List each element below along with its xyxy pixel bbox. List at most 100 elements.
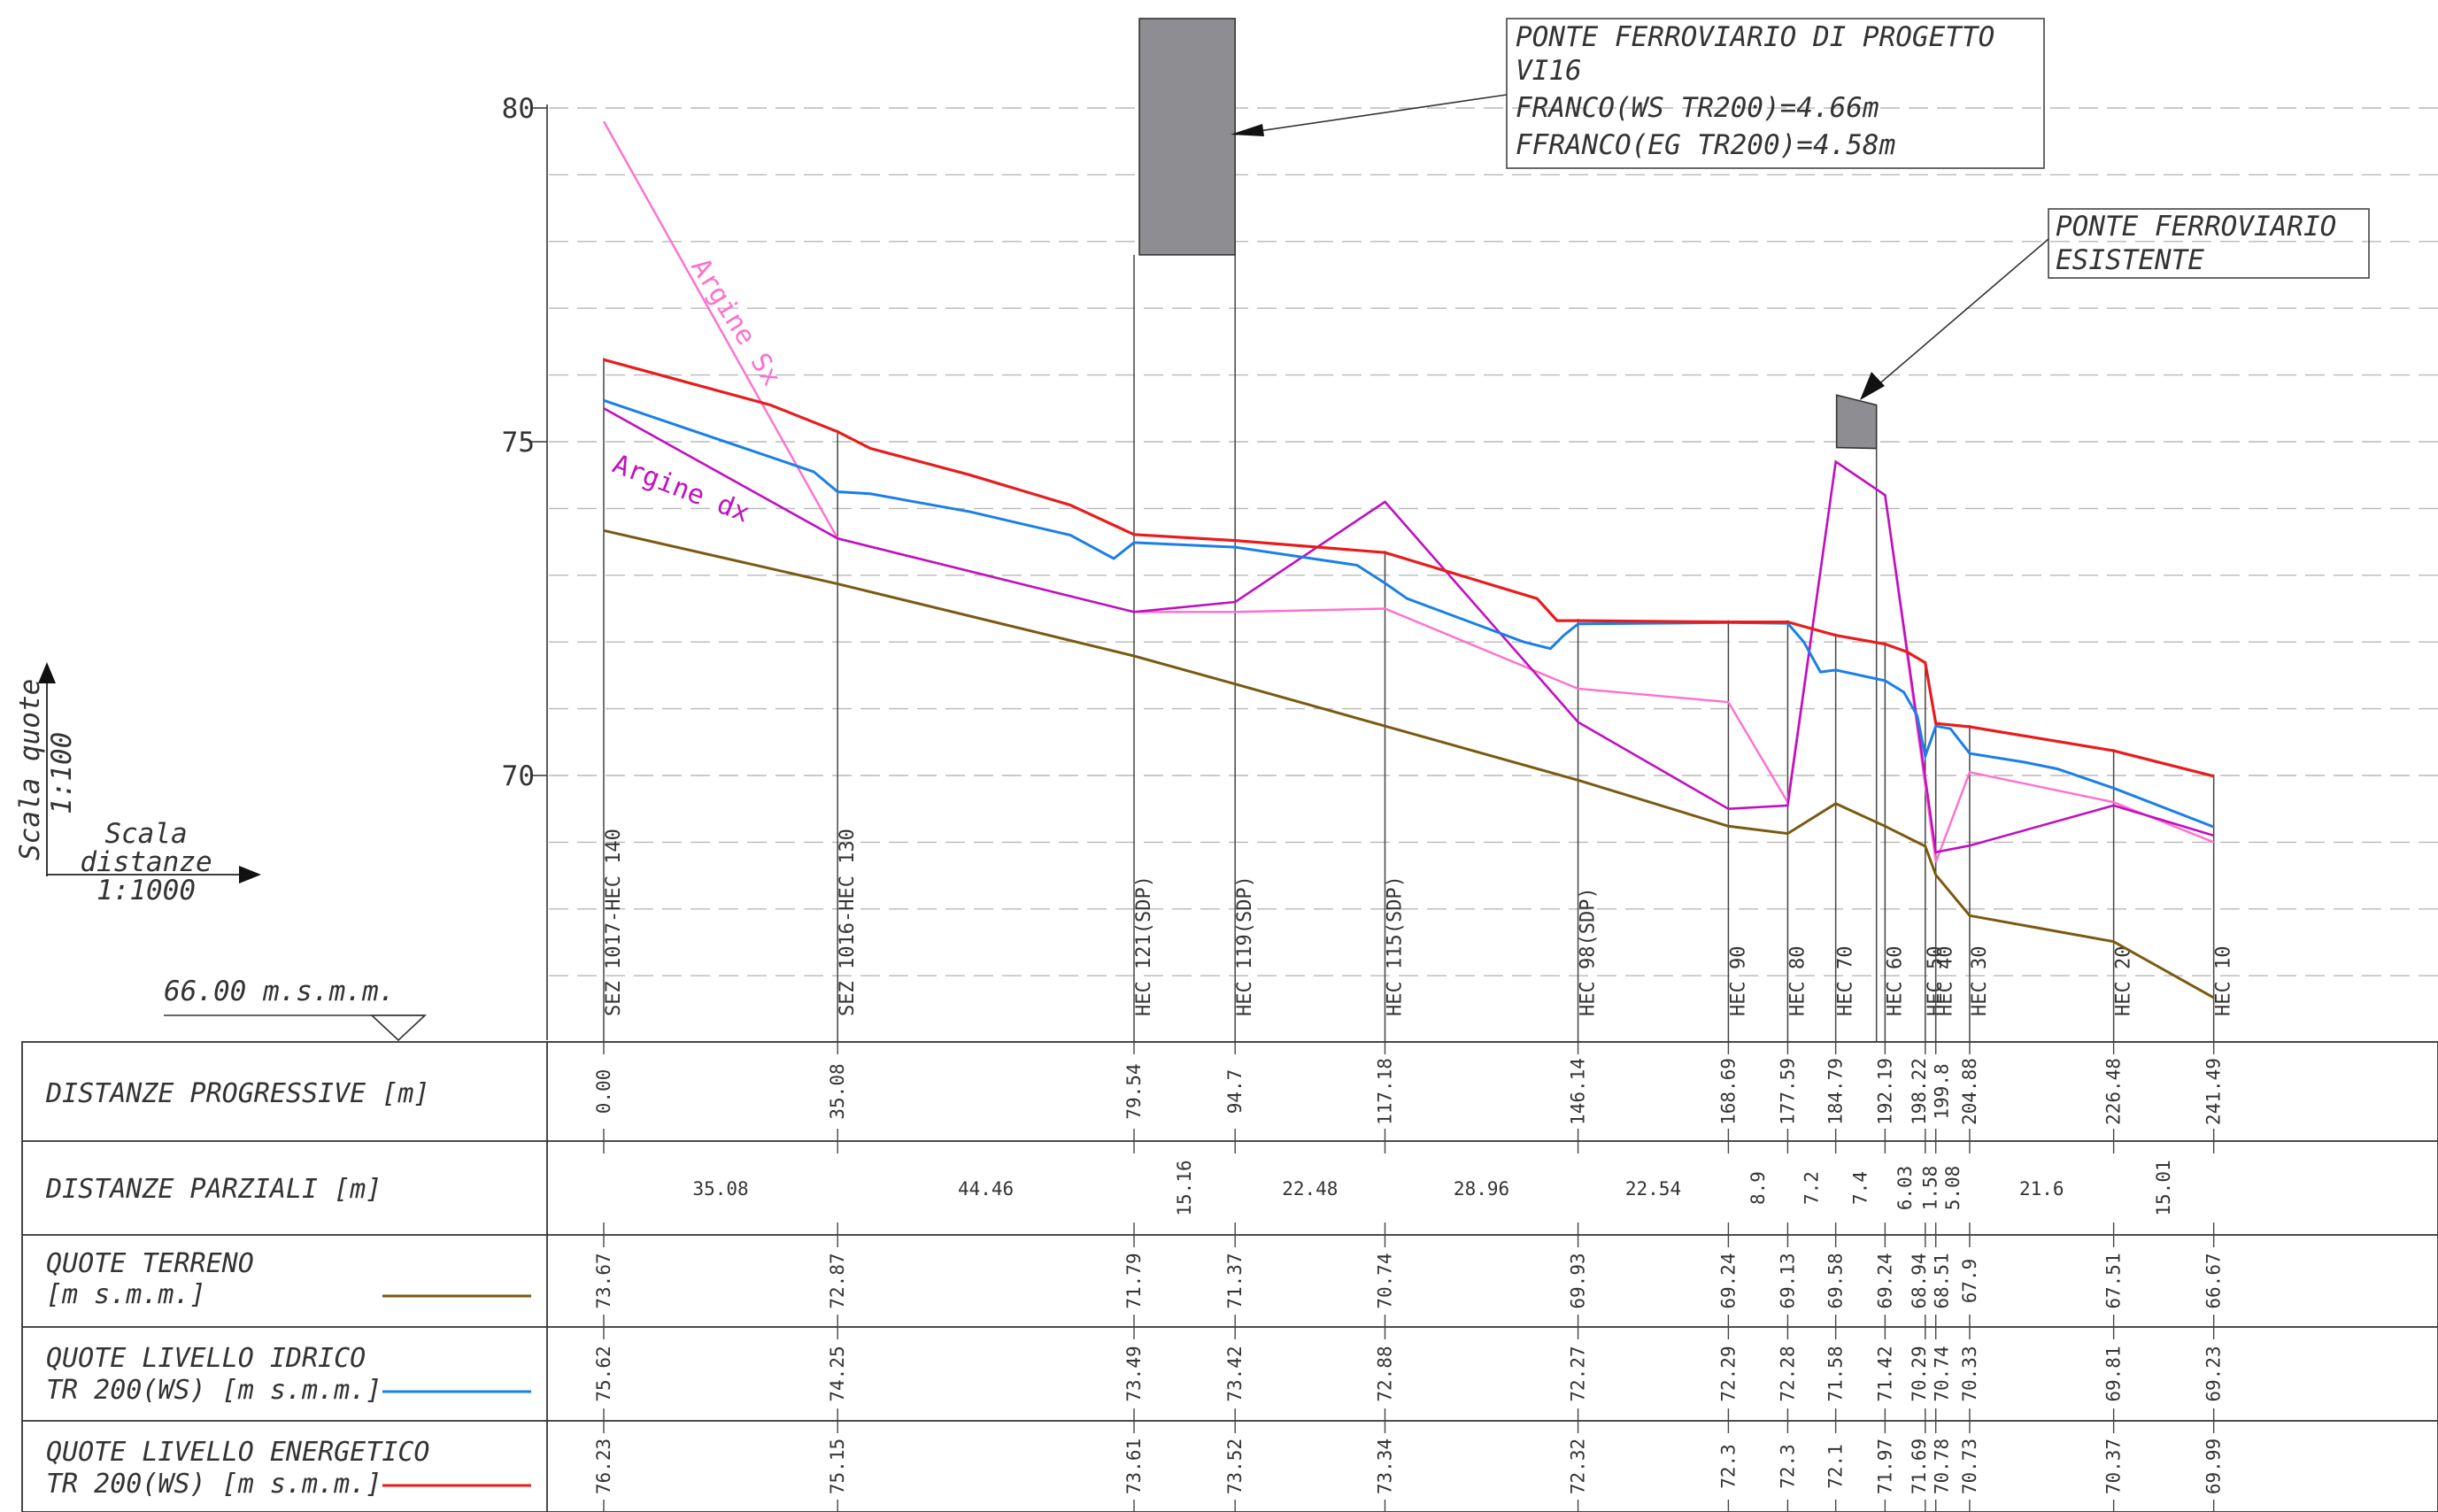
new-bridge-franco-eg: FFRANCO(EG TR200)=4.58m	[1516, 129, 1895, 161]
table-value-eg: 72.3	[1717, 1444, 1739, 1489]
table-value-terrain: 72.87	[827, 1253, 848, 1308]
table-value-ws: 73.42	[1224, 1346, 1246, 1401]
existing-bridge-annotation: PONTE FERROVIARIO ESISTENTE	[1860, 208, 2370, 400]
terrain-line	[603, 528, 2215, 999]
table-value-eg: 75.15	[827, 1439, 848, 1494]
table-value-x_label: 226.48	[2103, 1058, 2125, 1125]
table-value-terrain: 69.13	[1777, 1253, 1798, 1308]
section-label: HEC 20	[2113, 946, 2135, 1016]
table-value-x_label: 184.79	[1825, 1058, 1847, 1125]
table-value-terrain: 71.37	[1224, 1253, 1246, 1308]
section-label: SEZ 1016-HEC 130	[837, 829, 859, 1016]
table-value-ws: 70.74	[1932, 1346, 1953, 1401]
table-value-terrain: 71.79	[1123, 1253, 1145, 1308]
table-value-x_label: 79.54	[1123, 1063, 1145, 1119]
elevation-gridlines	[549, 107, 2438, 976]
existing-bridge-callout-box	[2048, 208, 2370, 279]
existing-bridge-arrow	[1860, 372, 1885, 400]
table-value-eg: 71.97	[1874, 1439, 1895, 1494]
partial-distance: 7.2	[1801, 1171, 1823, 1205]
section-label: HEC 119(SDP)	[1234, 876, 1256, 1016]
datum-label: 66.00 m.s.m.m.	[164, 976, 395, 1007]
argine-sx-line	[602, 120, 2215, 863]
partial-distance: 6.03	[1894, 1166, 1916, 1211]
section-label: HEC 98(SDP)	[1578, 887, 1600, 1016]
table-value-x_label: 94.7	[1224, 1069, 1246, 1115]
section-label: HEC 10	[2213, 946, 2235, 1016]
axis-tick-label: 70	[502, 760, 535, 792]
table-value-x_label: 177.59	[1777, 1058, 1798, 1125]
new-bridge-franco-ws: FRANCO(WS TR200)=4.66m	[1516, 92, 1879, 124]
table-value-x_label: 0.00	[593, 1069, 614, 1115]
section-label: HEC 60	[1884, 946, 1906, 1016]
partial-distance: 22.48	[1282, 1178, 1338, 1200]
table-value-x_label: 192.19	[1874, 1058, 1895, 1125]
row-label-ws-2: TR 200(WS) [m s.m.m.]	[46, 1375, 382, 1406]
axis-tick-label: 80	[502, 93, 535, 125]
table-value-ws: 72.29	[1717, 1346, 1739, 1401]
existing-bridge-leader	[1863, 238, 2049, 397]
row-label-eg-1: QUOTE LIVELLO ENERGETICO	[46, 1437, 429, 1468]
existing-bridge-title: PONTE FERROVIARIO	[2056, 211, 2336, 243]
new-bridge-arrow	[1231, 124, 1264, 136]
partial-distance: 5.08	[1942, 1166, 1964, 1211]
row-label-terrain-2: [m s.m.m.]	[46, 1279, 206, 1310]
table-value-terrain: 69.24	[1717, 1253, 1739, 1308]
section-label: HEC 115(SDP)	[1384, 876, 1406, 1016]
partial-distance: 44.46	[958, 1178, 1014, 1200]
section-label: HEC 80	[1786, 946, 1809, 1016]
table-value-ws: 69.23	[2203, 1346, 2225, 1401]
table-value-eg: 70.37	[2103, 1439, 2125, 1494]
water-surface-line	[603, 398, 2215, 829]
section-lines: SEZ 1017-HEC 140 SEZ 1016-HEC 130 HEC 121(…	[603, 254, 2235, 1042]
section-label: HEC 121(SDP)	[1133, 876, 1155, 1016]
table-value-eg: 72.32	[1568, 1439, 1589, 1494]
new-bridge-annotation: PONTE FERROVIARIO DI PROGETTO VI16 FRANC…	[1231, 18, 2045, 169]
partial-distance: 15.01	[2153, 1160, 2174, 1215]
datum-marker: 66.00 m.s.m.m.	[164, 976, 428, 1042]
new-bridge-deck	[1138, 18, 1236, 256]
section-label: SEZ 1017-HEC 140	[603, 829, 625, 1016]
table-value-x_label: 146.14	[1568, 1058, 1589, 1125]
horizontal-scale-label-1: Scala	[104, 818, 187, 850]
row-label-partial: DISTANZE PARZIALI [m]	[45, 1174, 382, 1205]
table-value-eg: 72.3	[1777, 1444, 1798, 1489]
table-value-x_label: 199.8	[1932, 1063, 1953, 1119]
table-value-terrain: 69.24	[1874, 1253, 1895, 1308]
elevation-axis: 80 75 70	[502, 93, 548, 1040]
table-value-ws: 69.81	[2103, 1346, 2125, 1401]
table-value-terrain: 73.67	[593, 1253, 614, 1308]
new-bridge-callout-box	[1506, 18, 2045, 169]
datum-triangle	[369, 1014, 428, 1042]
existing-bridge-deck	[1835, 394, 1878, 450]
argine-sx-label: Argine Sx	[684, 253, 787, 391]
axis-tick-label: 75	[502, 427, 535, 459]
vertical-scale-ratio: 1:100	[46, 732, 78, 814]
energy-grade-line	[603, 358, 2215, 778]
table-value-terrain: 69.93	[1568, 1253, 1589, 1308]
argine-dx-label: Argine dx	[608, 449, 753, 529]
partial-distance: 22.54	[1625, 1178, 1681, 1200]
table-value-eg: 69.99	[2203, 1439, 2225, 1494]
table-value-eg: 73.34	[1374, 1439, 1395, 1494]
table-value-x_label: 241.49	[2203, 1058, 2225, 1125]
section-label: HEC 30	[1969, 946, 1991, 1016]
table-value-x_label: 204.88	[1959, 1058, 1980, 1125]
table-value-ws: 71.42	[1874, 1346, 1895, 1401]
table-value-ws: 72.27	[1568, 1346, 1589, 1401]
table-value-terrain: 67.51	[2103, 1253, 2125, 1308]
new-bridge-id: VI16	[1516, 55, 1582, 87]
table-value-ws: 72.88	[1374, 1346, 1395, 1401]
table-value-ws: 74.25	[827, 1346, 848, 1401]
table-value-ws: 72.28	[1777, 1346, 1798, 1401]
existing-bridge-subtitle: ESISTENTE	[2056, 244, 2204, 276]
table-value-eg: 76.23	[593, 1439, 614, 1494]
table-value-ws: 75.62	[593, 1346, 614, 1401]
table-value-eg: 71.69	[1909, 1439, 1930, 1494]
partial-distance: 7.4	[1850, 1171, 1871, 1205]
table-value-eg: 70.73	[1959, 1439, 1980, 1494]
table-value-ws: 71.58	[1825, 1346, 1847, 1401]
table-value-terrain: 67.9	[1959, 1259, 1980, 1304]
table-values: 0.00 73.67 75.62 76.23 35.08 72.87 74.25 75.15 7…	[593, 1042, 2225, 1512]
partial-distance: 21.6	[2019, 1178, 2064, 1200]
